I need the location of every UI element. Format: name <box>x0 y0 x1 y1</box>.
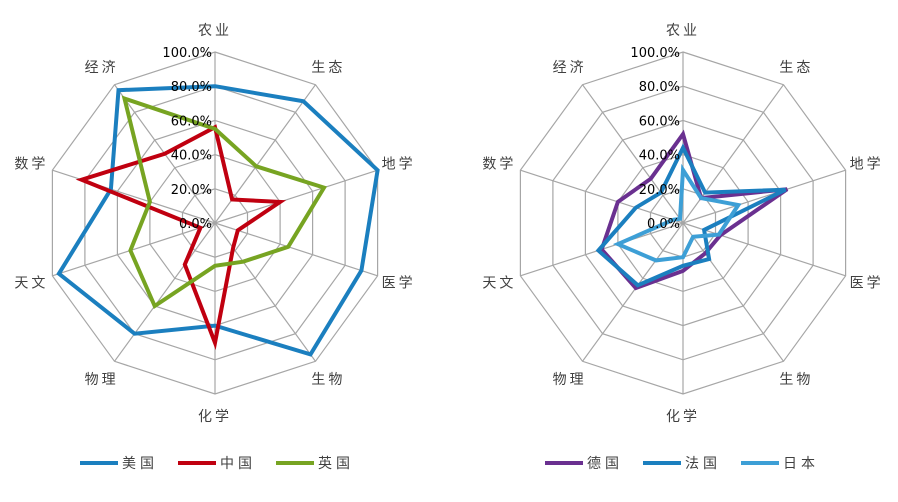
axis-label: 生态 <box>311 60 345 76</box>
legend-label: 美国 <box>122 456 158 472</box>
tick-label: 60.0% <box>171 114 212 129</box>
axis-label: 化学 <box>198 409 232 425</box>
grid-spoke <box>582 84 684 224</box>
axis-label: 农业 <box>198 23 232 39</box>
axis-label: 天文 <box>482 276 516 292</box>
tick-label: 80.0% <box>639 80 680 95</box>
tick-label: 20.0% <box>639 183 680 198</box>
legend-label: 中国 <box>220 456 256 472</box>
axis-label: 数学 <box>14 156 48 172</box>
axis-label: 物理 <box>85 372 119 388</box>
legend-label: 德国 <box>587 456 623 472</box>
series-line <box>599 129 789 291</box>
grid-spoke <box>682 222 784 362</box>
grid-spoke <box>682 169 846 224</box>
grid-spoke <box>582 222 684 362</box>
axis-label: 医学 <box>850 276 884 292</box>
axis-label: 天文 <box>14 276 48 292</box>
tick-label: 40.0% <box>171 149 212 164</box>
grid-spoke <box>214 222 378 277</box>
radar-chart-right: 0.0% 20.0% 40.0% 60.0% 80.0% 100.0% 农业生态地学医学生物… <box>482 23 884 472</box>
grid-spoke <box>214 169 378 224</box>
axis-label: 地学 <box>850 156 884 172</box>
legend-label: 英国 <box>318 455 354 472</box>
axis-label: 化学 <box>666 409 700 425</box>
tick-label: 0.0% <box>179 217 212 232</box>
radar-chart-left: 0.0% 20.0% 40.0% 60.0% 80.0% 100.0% 农业生态地学医学生物… <box>14 23 416 472</box>
series-line <box>56 84 380 357</box>
axis-label: 经济 <box>553 60 587 76</box>
tick-label: 20.0% <box>171 183 212 198</box>
axis-label: 生物 <box>779 372 813 388</box>
axis-label: 医学 <box>382 276 416 292</box>
axis-label: 数学 <box>482 156 516 172</box>
grid-spoke <box>114 222 216 362</box>
axis-label: 地学 <box>382 156 416 172</box>
axis-label: 生物 <box>311 372 345 388</box>
series-line <box>612 163 742 263</box>
tick-label: 40.0% <box>639 149 680 164</box>
tick-label: 100.0% <box>630 46 680 61</box>
tick-label: 80.0% <box>171 80 212 95</box>
axis-label: 农业 <box>666 23 700 39</box>
legend-label: 日本 <box>783 456 819 472</box>
axis-label: 生态 <box>779 60 813 76</box>
tick-label: 60.0% <box>639 114 680 129</box>
legend-label: 法国 <box>685 456 721 472</box>
tick-label: 100.0% <box>162 46 212 61</box>
grid-spoke <box>52 222 216 277</box>
tick-label: 0.0% <box>647 217 680 232</box>
series-line <box>595 143 787 288</box>
grid-spoke <box>520 169 684 224</box>
grid-spoke <box>682 222 846 277</box>
axis-label: 经济 <box>85 60 119 76</box>
axis-label: 物理 <box>553 372 587 388</box>
series-line <box>121 95 328 309</box>
series-line <box>75 124 287 350</box>
